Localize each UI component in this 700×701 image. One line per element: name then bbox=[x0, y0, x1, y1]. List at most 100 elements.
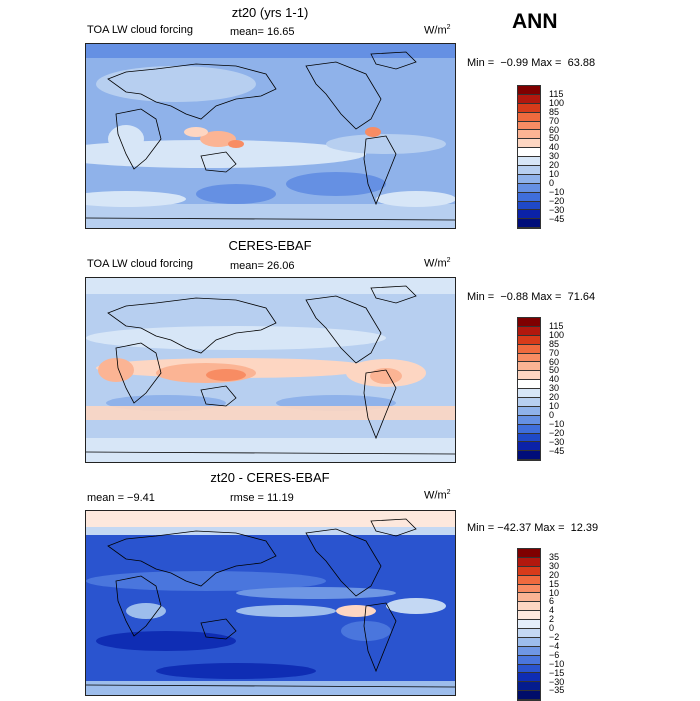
colorbar-tick-label: 85 bbox=[549, 106, 560, 117]
colorbar-cell bbox=[518, 362, 540, 372]
colorbar-tick-label: −30 bbox=[549, 204, 565, 215]
panel-2-title: CERES-EBAF bbox=[228, 238, 312, 253]
colorbar-cell bbox=[518, 442, 540, 452]
panel-3-map bbox=[85, 510, 456, 696]
colorbar-cell bbox=[518, 406, 540, 416]
colorbar-tick-label: 4 bbox=[549, 605, 555, 616]
colorbar-tick-label: 40 bbox=[549, 142, 560, 153]
colorbar-tick-label: −20 bbox=[549, 427, 565, 438]
colorbar-cell bbox=[518, 130, 540, 140]
panel-2-colorbar: 115 100 85 70 60 50 40 30 20 10 0 −10 −20 −30 −45 bbox=[517, 317, 564, 467]
colorbar-tick-label: 20 bbox=[549, 160, 560, 171]
colorbar-tick-label: 2 bbox=[549, 614, 555, 625]
colorbar-cell bbox=[518, 566, 540, 576]
colorbar-cell bbox=[518, 646, 540, 656]
colorbar-tick-label: 0 bbox=[549, 177, 555, 188]
colorbar-tick-label: −4 bbox=[549, 640, 560, 651]
colorbar-cell bbox=[518, 148, 540, 158]
colorbar-cell bbox=[518, 433, 540, 443]
panel-3-coastlines bbox=[86, 518, 455, 688]
colorbar-tick-label: −15 bbox=[549, 667, 565, 678]
colorbar-tick-label: −10 bbox=[549, 186, 565, 197]
colorbar-cell bbox=[518, 219, 540, 229]
panel-1-colorbar-cells bbox=[517, 85, 541, 230]
colorbar-tick-label: 60 bbox=[549, 356, 560, 367]
colorbar-tick-label: 30 bbox=[549, 151, 560, 162]
colorbar-tick-label: 70 bbox=[549, 347, 560, 358]
colorbar-tick-label: 20 bbox=[549, 569, 560, 580]
colorbar-tick-label: −2 bbox=[549, 632, 560, 642]
colorbar-tick-label: −30 bbox=[549, 676, 565, 687]
colorbar-cell bbox=[518, 691, 540, 701]
colorbar-tick-label: 115 bbox=[549, 88, 564, 99]
colorbar-tick-label: 100 bbox=[549, 97, 565, 108]
colorbar-cell bbox=[518, 371, 540, 381]
colorbar-tick-label: 6 bbox=[549, 596, 555, 607]
panel-2-coastlines bbox=[86, 285, 455, 455]
colorbar-tick-label: 50 bbox=[549, 133, 560, 144]
colorbar-cell bbox=[518, 112, 540, 122]
colorbar-cell bbox=[518, 166, 540, 175]
colorbar-tick-label: −45 bbox=[549, 445, 565, 456]
panel-1-colorbar: 115 100 85 70 60 50 40 30 20 10 0 −10 −20 −30 −45 bbox=[517, 85, 564, 235]
panel-2-map-field bbox=[86, 278, 455, 462]
colorbar-tick-label: 35 bbox=[549, 551, 560, 562]
colorbar-cell bbox=[518, 183, 540, 193]
colorbar-tick-label: 70 bbox=[549, 115, 560, 126]
colorbar-tick-label: 115 bbox=[549, 320, 564, 331]
colorbar-cell bbox=[518, 602, 540, 612]
colorbar-tick-label: 10 bbox=[549, 169, 560, 179]
colorbar-cell bbox=[518, 611, 540, 621]
colorbar-cell bbox=[518, 451, 540, 461]
panel-1-coastlines bbox=[86, 51, 455, 221]
colorbar-tick-label: 0 bbox=[549, 623, 555, 634]
panel-1-map-field bbox=[86, 44, 455, 228]
colorbar-cell bbox=[518, 121, 540, 131]
panel-3-minmax: Min = −42.37 Max = 12.39 bbox=[467, 522, 599, 534]
colorbar-cell bbox=[518, 664, 540, 674]
colorbar-cell bbox=[518, 210, 540, 220]
colorbar-cell bbox=[518, 575, 540, 585]
colorbar-tick-label: −30 bbox=[549, 436, 565, 447]
panel-1-title: zt20 (yrs 1-1) bbox=[231, 5, 309, 20]
panel-2-colorbar-cells bbox=[517, 317, 541, 462]
panel-2-minmax: Min = −0.88 Max = 71.64 bbox=[467, 291, 596, 303]
colorbar-cell bbox=[518, 620, 540, 630]
colorbar-cell bbox=[518, 344, 540, 354]
colorbar-cell bbox=[518, 174, 540, 184]
colorbar-tick-label: 15 bbox=[549, 578, 560, 589]
colorbar-cell bbox=[518, 673, 540, 683]
colorbar-cell bbox=[518, 326, 540, 336]
colorbar-tick-label: 30 bbox=[549, 383, 560, 394]
panel-1-mean-label: mean= 16.65 bbox=[230, 26, 295, 38]
colorbar-tick-label: 60 bbox=[549, 124, 560, 135]
panel-3-colorbar-cells bbox=[517, 548, 541, 701]
colorbar-tick-label: −10 bbox=[549, 418, 565, 429]
colorbar-tick-label: 10 bbox=[549, 587, 560, 598]
colorbar-cell bbox=[518, 201, 540, 211]
panel-2-mean-label: mean= 26.06 bbox=[230, 260, 295, 272]
colorbar-tick-label: 10 bbox=[549, 401, 560, 411]
colorbar-tick-label: −6 bbox=[549, 649, 560, 660]
colorbar-cell bbox=[518, 353, 540, 363]
panel-3-colorbar: 35 30 20 15 10 6 4 2 0 −2 −4 −6 −10 −15 −30 −35 bbox=[517, 548, 564, 701]
colorbar-tick-label: 85 bbox=[549, 338, 560, 349]
colorbar-tick-label: 50 bbox=[549, 365, 560, 376]
colorbar-cell bbox=[518, 682, 540, 692]
colorbar-cell bbox=[518, 389, 540, 399]
colorbar-tick-label: −20 bbox=[549, 195, 565, 206]
colorbar-cell bbox=[518, 637, 540, 647]
colorbar-cell bbox=[518, 593, 540, 603]
colorbar-tick-label: 30 bbox=[549, 560, 560, 571]
panel-3-units: W/m2 bbox=[424, 489, 451, 502]
colorbar-cell bbox=[518, 424, 540, 434]
panel-3-left-label: mean = −9.41 bbox=[87, 492, 155, 504]
season-label: ANN bbox=[512, 10, 558, 33]
colorbar-cell bbox=[518, 557, 540, 567]
colorbar-cell bbox=[518, 157, 540, 167]
colorbar-tick-label: 0 bbox=[549, 409, 555, 420]
colorbar-cell bbox=[518, 398, 540, 407]
panel-2-left-label: TOA LW cloud forcing bbox=[87, 258, 193, 270]
panel-2-map bbox=[85, 277, 456, 463]
colorbar-tick-label: −35 bbox=[549, 685, 565, 696]
